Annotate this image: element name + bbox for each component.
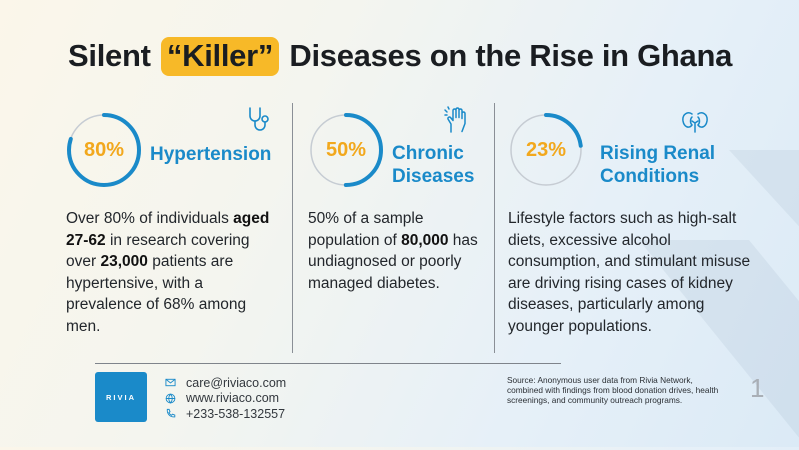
- footer-divider: [95, 363, 561, 364]
- description-text: in research covering over: [66, 231, 250, 271]
- stat-description: Lifestyle factors such as high-salt diet…: [508, 208, 753, 337]
- percent-ring: 23%: [508, 112, 584, 188]
- title-prefix: Silent: [68, 38, 159, 73]
- stat-description: 50% of a sample population of 80,000 has…: [308, 208, 483, 294]
- stethoscope-icon: [249, 107, 269, 131]
- email-link[interactable]: care@riviaco.com: [186, 375, 287, 390]
- contact-info: care@riviaco.com www.riviaco.com +233-53…: [165, 375, 286, 422]
- website-link[interactable]: www.riviaco.com: [186, 391, 280, 406]
- percent-ring: 50%: [308, 112, 384, 188]
- rivia-logo: RIVIA: [95, 372, 147, 422]
- title-suffix: Diseases on the Rise in Ghana: [281, 38, 733, 73]
- contact-phone-row: +233-538-132557: [165, 406, 286, 422]
- ring-graphic: [67, 113, 141, 187]
- globe-icon: [165, 393, 176, 404]
- description-bold-text: aged 27-62: [66, 210, 270, 249]
- ring-graphic: [509, 113, 583, 187]
- percent-label: 23%: [525, 138, 567, 161]
- ring-graphic: [309, 113, 383, 187]
- description-bold-text: 23,000: [100, 253, 148, 270]
- contact-email-row: care@riviaco.com: [165, 375, 286, 391]
- ring-progress-arc: [67, 113, 141, 187]
- email-icon: [165, 379, 176, 387]
- column-divider: [494, 103, 495, 353]
- background-decoration: [639, 150, 799, 438]
- description-text: Lifestyle factors such as high-salt diet…: [508, 210, 751, 335]
- percent-ring: 80%: [66, 112, 142, 188]
- description-text: Over 80% of individuals: [66, 210, 234, 227]
- page-number: 1: [750, 373, 765, 403]
- ring-progress-arc: [309, 113, 383, 187]
- description-text: has undiagnosed or poorly managed diabet…: [308, 231, 478, 292]
- description-text: patients are hypertensive, with a preval…: [66, 253, 247, 335]
- title-highlight: “Killer”: [160, 37, 280, 76]
- raised-hand-icon: [444, 106, 466, 133]
- column-divider: [292, 103, 293, 353]
- category-title: Hypertension: [150, 144, 272, 165]
- stat-description: Over 80% of individuals aged 27-62 in re…: [66, 208, 281, 337]
- category-title: Rising Renal Conditions: [600, 143, 716, 187]
- percent-label: 50%: [325, 138, 367, 161]
- ring-progress-arc: [509, 113, 583, 187]
- contact-website-row: www.riviaco.com: [165, 391, 286, 407]
- phone-icon: [166, 409, 176, 418]
- percent-label: 80%: [83, 138, 125, 161]
- description-text: 50% of a sample population of: [308, 210, 424, 249]
- phone-link[interactable]: +233-538-132557: [186, 406, 286, 421]
- page-title: Silent “Killer” Diseases on the Rise in …: [68, 37, 733, 76]
- source-note: Source: Anonymous user data from Rivia N…: [507, 375, 719, 405]
- category-title: Chronic Diseases: [392, 143, 475, 187]
- kidneys-icon: [682, 112, 708, 133]
- description-bold-text: 80,000: [401, 231, 449, 249]
